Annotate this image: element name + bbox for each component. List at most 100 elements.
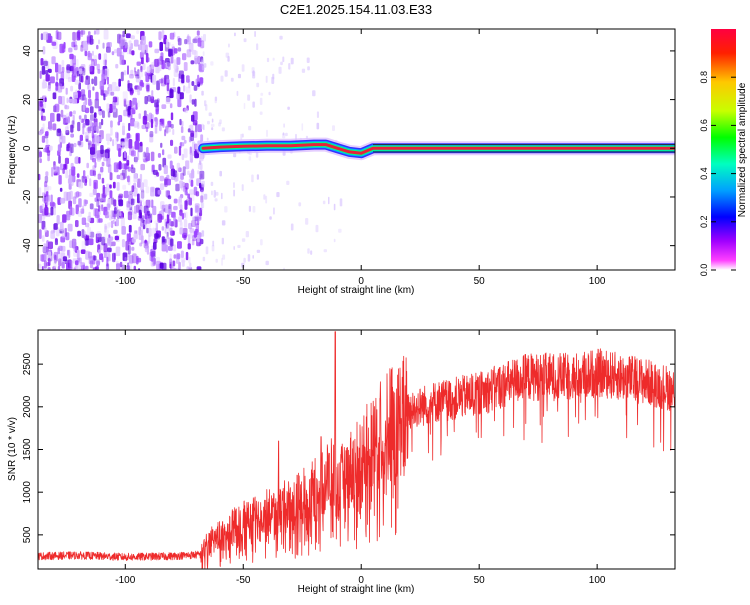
spectrogram-noise-cell bbox=[243, 102, 246, 110]
spectrogram-noise-cell bbox=[115, 63, 119, 69]
spectrogram-noise-cell bbox=[42, 46, 46, 55]
spectrogram-noise-cell bbox=[132, 97, 137, 105]
spectrogram-noise-cell bbox=[91, 131, 95, 139]
spectrogram-noise-cell bbox=[69, 240, 73, 248]
spectrogram-noise-cell bbox=[290, 57, 294, 65]
spectrogram-noise-cell bbox=[171, 44, 175, 50]
spectrogram-noise-cell bbox=[131, 167, 136, 174]
spectrogram-noise-cell bbox=[83, 170, 86, 179]
spectrogram-noise-cell bbox=[127, 256, 132, 261]
spectrogram-noise-cell bbox=[243, 257, 246, 263]
spectrogram-noise-cell bbox=[187, 128, 191, 133]
spectrogram-noise-cell bbox=[161, 226, 165, 231]
spectrogram-noise-cell bbox=[47, 267, 51, 270]
spectrogram-noise-cell bbox=[153, 257, 156, 265]
spectrogram-noise-cell bbox=[42, 192, 45, 202]
spectrogram-noise-cell bbox=[42, 244, 47, 253]
spectrogram-noise-cell bbox=[44, 207, 49, 216]
spectrogram-noise-cell bbox=[190, 60, 195, 65]
spectrogram-noise-cell bbox=[189, 94, 192, 103]
spectrogram-noise-cell bbox=[146, 227, 149, 234]
spectrogram-frame bbox=[37, 28, 676, 271]
spectrogram-noise-cell bbox=[180, 172, 184, 180]
colorbar-axis: 0.0 0.2 0.4 0.6 0.8 bbox=[699, 71, 736, 276]
spectrogram-noise-cell bbox=[135, 134, 139, 141]
spectrogram-noise-cell bbox=[252, 101, 255, 108]
spectrogram-noise-cell bbox=[53, 259, 57, 269]
spectrogram-noise-cell bbox=[138, 44, 142, 51]
spectrogram-noise-cell bbox=[237, 244, 241, 248]
spectrogram-noise-cell bbox=[134, 141, 140, 150]
spectrogram-noise-cell bbox=[254, 31, 256, 37]
spectrogram-noise-cell bbox=[107, 247, 112, 253]
spectrogram-noise-cell bbox=[52, 208, 56, 216]
spectrogram-noise-cell bbox=[152, 205, 157, 216]
spectrogram-noise-cell bbox=[266, 57, 270, 63]
spectrogram-noise-cell bbox=[108, 210, 113, 217]
spectrogram-noise-cell bbox=[183, 185, 186, 193]
spectrogram-noise-cell bbox=[100, 166, 104, 173]
spectrogram-noise-cell bbox=[142, 63, 146, 70]
spectrogram-noise-cell bbox=[221, 237, 224, 245]
spectrogram-noise-cell bbox=[157, 213, 162, 223]
spectrogram-noise-cell bbox=[43, 60, 48, 67]
spectrogram-noise-cell bbox=[72, 63, 76, 73]
spectrogram-noise-cell bbox=[252, 255, 254, 259]
spectrogram-noise-cell bbox=[207, 120, 210, 125]
spectrogram-noise-cell bbox=[103, 250, 107, 258]
spectrogram-noise-cell bbox=[50, 230, 56, 239]
spectrogram-noise-cell bbox=[127, 106, 131, 116]
spectrogram-noise-cell bbox=[43, 147, 48, 153]
spectrogram-noise-cell bbox=[179, 227, 184, 235]
spectrogram-noise-cell bbox=[51, 56, 56, 65]
spectrogram-noise-cell bbox=[187, 234, 191, 245]
spectrogram-noise-cell bbox=[265, 195, 268, 204]
spectrogram-noise-cell bbox=[129, 146, 135, 156]
spectrogram-noise-cell bbox=[130, 118, 135, 127]
spectrogram-noise-cell bbox=[55, 62, 59, 73]
spectrogram-noise-cell bbox=[192, 215, 195, 226]
spectrogram-noise-cell bbox=[97, 155, 101, 162]
spectrogram-noise-cell bbox=[41, 213, 46, 220]
spectrogram-noise-cells bbox=[38, 29, 343, 270]
spectrogram-noise-cell bbox=[104, 223, 107, 233]
spectrogram-noise-cell bbox=[178, 261, 181, 270]
spectrogram-noise-cell bbox=[78, 198, 82, 208]
spectrogram-noise-cell bbox=[60, 236, 66, 243]
spectrogram-noise-cell bbox=[179, 92, 184, 100]
spectrogram-noise-cell bbox=[58, 258, 62, 267]
spectrogram-noise-cell bbox=[44, 269, 46, 270]
spectrogram-noise-cell bbox=[143, 179, 148, 187]
spectrogram-noise-cell bbox=[70, 133, 74, 138]
spectrogram-noise-cell bbox=[92, 188, 97, 196]
spectrogram-noise-cell bbox=[256, 174, 259, 180]
spectrogram-noise-cell bbox=[243, 38, 247, 43]
spectrogram-noise-cell bbox=[191, 114, 195, 122]
spectrogram-noise-cell bbox=[82, 205, 85, 214]
spectrogram-noise-cell bbox=[173, 244, 177, 252]
spectrogram-noise-cell bbox=[106, 256, 109, 267]
spectrogram-noise-cell bbox=[127, 263, 132, 270]
spectrogram-noise-cell bbox=[166, 62, 170, 68]
spectrogram-noise-cell bbox=[211, 190, 213, 196]
spectrogram-noise-cell bbox=[195, 205, 199, 213]
spectrogram-noise-cell bbox=[163, 238, 167, 244]
spectrogram-noise-cell bbox=[55, 237, 58, 243]
spectrogram-noise-cell bbox=[164, 204, 169, 214]
spectrogram-noise-cell bbox=[177, 267, 180, 270]
spectrogram-noise-cell bbox=[49, 145, 53, 151]
spectrogram-noise-cell bbox=[127, 83, 133, 92]
spectrogram-noise-cell bbox=[73, 91, 78, 99]
spectrogram-noise-cell bbox=[165, 244, 168, 253]
spectrogram-noise-cell bbox=[219, 119, 222, 125]
spectrogram-noise-cell bbox=[95, 29, 100, 35]
spectrogram-noise-cell bbox=[197, 170, 200, 175]
y-tick-label: 2500 bbox=[22, 353, 33, 376]
spectrogram-noise-cell bbox=[233, 246, 235, 250]
spectrogram-noise-cell bbox=[162, 157, 167, 168]
spectrogram-noise-cell bbox=[67, 77, 73, 83]
x-tick-label: 50 bbox=[474, 575, 486, 586]
spectrogram-noise-cell bbox=[186, 266, 190, 270]
spectrogram-noise-cell bbox=[122, 122, 125, 131]
